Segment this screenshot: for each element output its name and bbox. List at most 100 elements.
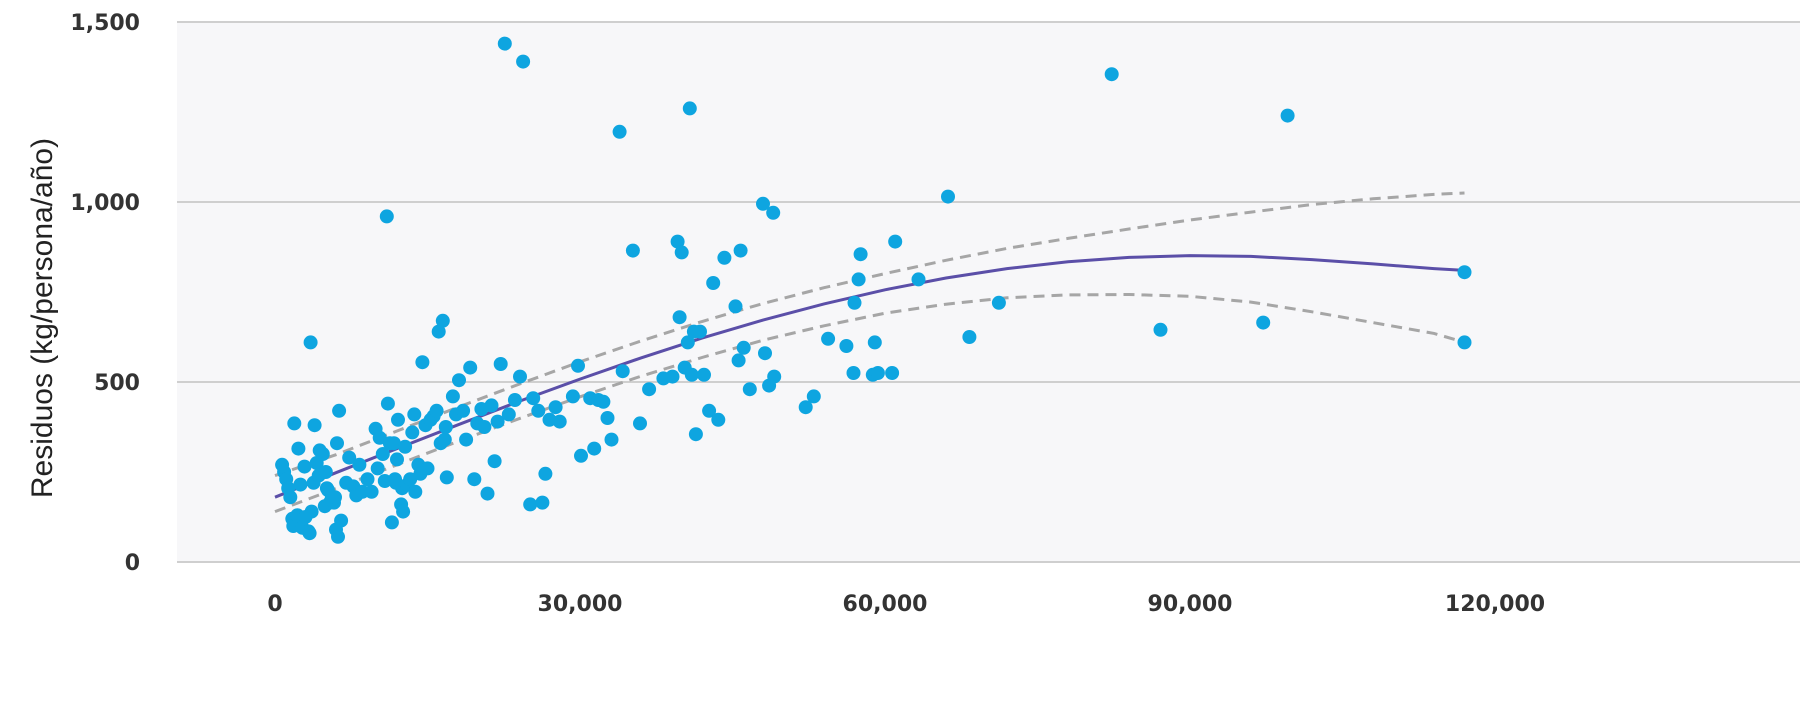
data-point xyxy=(672,310,687,325)
confidence-line xyxy=(274,191,1465,478)
data-point xyxy=(1457,265,1472,280)
data-point xyxy=(766,205,781,220)
data-point xyxy=(571,358,585,373)
x-axis-ticks: 0 30,000 60,000 90,000 120,000 xyxy=(267,592,1545,617)
y-axis-ticks: 0 500 1,000 1,500 xyxy=(70,11,140,576)
data-point xyxy=(452,373,466,388)
data-point xyxy=(1280,108,1295,123)
x-tick-label: 0 xyxy=(267,592,282,617)
data-point xyxy=(680,335,695,350)
data-point xyxy=(941,189,955,204)
data-point xyxy=(736,340,751,355)
data-point xyxy=(888,234,903,249)
data-point xyxy=(501,407,516,422)
data-point xyxy=(1153,322,1168,337)
data-point xyxy=(375,447,390,461)
data-point xyxy=(742,382,757,397)
data-point xyxy=(962,330,977,344)
data-point xyxy=(415,355,430,370)
data-point xyxy=(364,484,379,499)
data-point xyxy=(396,504,411,519)
data-point xyxy=(867,335,882,350)
data-point xyxy=(439,470,454,485)
data-point xyxy=(851,272,866,287)
data-point xyxy=(334,513,349,528)
data-point xyxy=(331,529,345,544)
data-point xyxy=(1104,67,1119,82)
data-point xyxy=(756,196,770,211)
y-tick-label: 0 xyxy=(125,551,140,576)
data-point xyxy=(526,391,541,406)
data-point xyxy=(1457,335,1472,350)
data-point xyxy=(390,452,404,467)
data-point xyxy=(552,414,567,429)
data-point xyxy=(531,403,546,418)
data-point xyxy=(853,247,868,262)
data-point xyxy=(484,398,499,413)
data-point xyxy=(615,364,630,379)
data-point xyxy=(360,472,375,487)
data-point xyxy=(684,367,699,382)
data-point xyxy=(600,411,615,425)
data-point xyxy=(670,234,685,249)
data-point xyxy=(535,495,550,510)
data-point xyxy=(604,432,619,447)
x-tick-label: 30,000 xyxy=(538,592,623,617)
data-point xyxy=(407,407,422,422)
data-point xyxy=(380,396,395,411)
data-point xyxy=(731,353,746,368)
data-point xyxy=(821,331,836,346)
data-point xyxy=(459,432,474,447)
data-point xyxy=(384,515,399,530)
data-point xyxy=(507,393,522,407)
data-point xyxy=(612,124,627,139)
data-point xyxy=(697,367,711,382)
data-point xyxy=(431,324,446,339)
data-point xyxy=(293,477,308,492)
data-point xyxy=(332,403,347,418)
data-point xyxy=(798,400,813,415)
data-point xyxy=(806,389,821,404)
data-point xyxy=(328,490,342,505)
data-point xyxy=(706,276,721,290)
x-tick-label: 60,000 xyxy=(843,592,928,617)
data-point xyxy=(693,324,707,339)
data-point xyxy=(642,382,657,397)
data-point xyxy=(728,299,743,314)
gridlines xyxy=(177,21,1800,563)
data-point xyxy=(911,272,926,287)
data-point xyxy=(587,441,602,456)
data-point xyxy=(437,432,452,447)
data-point xyxy=(379,209,394,224)
y-axis-label: Residuos (kg/persona/año) xyxy=(26,138,59,498)
data-point xyxy=(565,389,580,404)
data-point xyxy=(477,420,492,434)
data-point xyxy=(846,366,861,380)
data-point xyxy=(303,335,318,350)
data-point xyxy=(307,418,322,433)
y-tick-label: 500 xyxy=(94,371,140,396)
data-point xyxy=(463,360,478,375)
data-point xyxy=(330,436,344,451)
data-point xyxy=(429,403,444,418)
data-point xyxy=(467,472,482,487)
y-tick-label: 1,500 xyxy=(70,11,140,36)
data-point xyxy=(717,250,732,265)
confidence-line xyxy=(274,292,1465,514)
data-point xyxy=(420,461,435,476)
data-point xyxy=(352,457,367,472)
data-point xyxy=(674,245,689,260)
data-point xyxy=(633,416,647,431)
data-point xyxy=(391,412,405,427)
data-point xyxy=(386,436,401,451)
data-point xyxy=(480,486,495,501)
data-point xyxy=(370,461,385,476)
confidence-band-lines xyxy=(274,191,1465,514)
data-point xyxy=(538,466,553,481)
data-point xyxy=(625,243,640,258)
x-tick-label: 120,000 xyxy=(1445,592,1545,617)
data-point xyxy=(291,441,306,456)
data-point xyxy=(490,414,505,429)
data-point xyxy=(885,366,900,380)
data-point xyxy=(342,450,357,465)
